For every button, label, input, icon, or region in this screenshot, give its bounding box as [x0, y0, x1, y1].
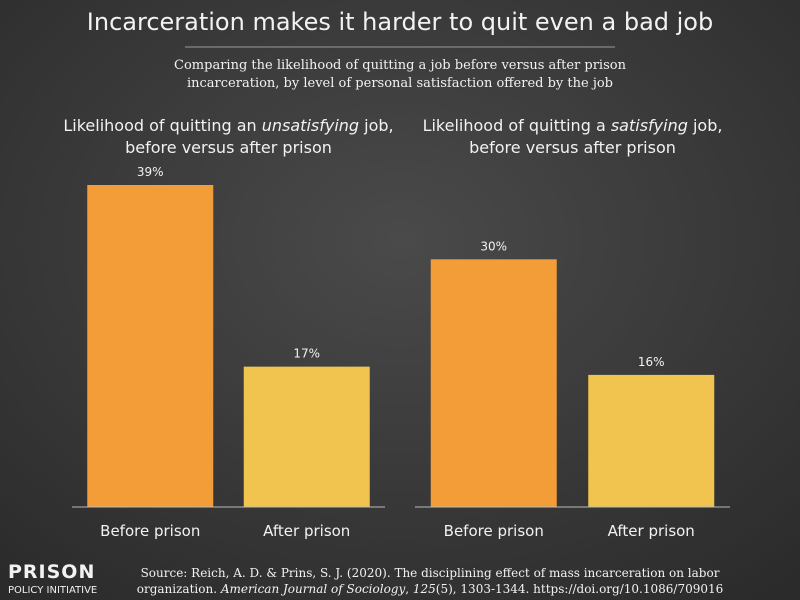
source-part: Source: Reich, A. D. & Prins, S. J. (202… [141, 566, 720, 580]
title: Incarceration makes it harder to quit ev… [87, 8, 713, 36]
x-tick-label: Before prison [100, 522, 200, 540]
source-part: (5), 1303-1344. https://doi.org/10.1086/… [436, 582, 723, 596]
panel-title-part: job, [359, 116, 394, 135]
panel-title: before versus after prison [125, 138, 332, 157]
source-part: American Journal of Sociology [220, 582, 406, 596]
logo: PRISON [8, 561, 95, 583]
panel-title-part: satisfying [611, 116, 688, 135]
x-tick-label: After prison [608, 522, 695, 540]
source: organization. American Journal of Sociol… [137, 582, 724, 596]
bar [588, 374, 715, 507]
panel-title-part: before versus after prison [469, 138, 676, 157]
bar [430, 259, 557, 507]
bar [243, 366, 370, 507]
panel-title-part: before versus after prison [125, 138, 332, 157]
panel-title: Likelihood of quitting a satisfying job, [423, 116, 723, 135]
source-part: , [405, 582, 413, 596]
subtitle: incarceration, by level of personal sati… [187, 76, 613, 91]
source: Source: Reich, A. D. & Prins, S. J. (202… [141, 566, 720, 580]
panel-title-part: Likelihood of quitting an [63, 116, 261, 135]
panel-title: before versus after prison [469, 138, 676, 157]
source-part: organization. [137, 582, 221, 596]
x-tick-label: After prison [263, 522, 350, 540]
value-label: 17% [293, 347, 320, 361]
subtitle: Comparing the likelihood of quitting a j… [174, 58, 627, 73]
panel-title: Likelihood of quitting an unsatisfying j… [63, 116, 393, 135]
logo: POLICY INITIATIVE [8, 585, 97, 596]
value-label: 16% [638, 355, 665, 369]
x-tick-label: Before prison [444, 522, 544, 540]
value-label: 30% [480, 239, 507, 253]
panel-title-part: Likelihood of quitting a [423, 116, 611, 135]
source-part: 125 [413, 582, 436, 596]
panel-title-part: job, [688, 116, 723, 135]
bar [87, 185, 214, 507]
panel-title-part: unsatisfying [262, 116, 359, 135]
value-label: 39% [137, 165, 164, 179]
